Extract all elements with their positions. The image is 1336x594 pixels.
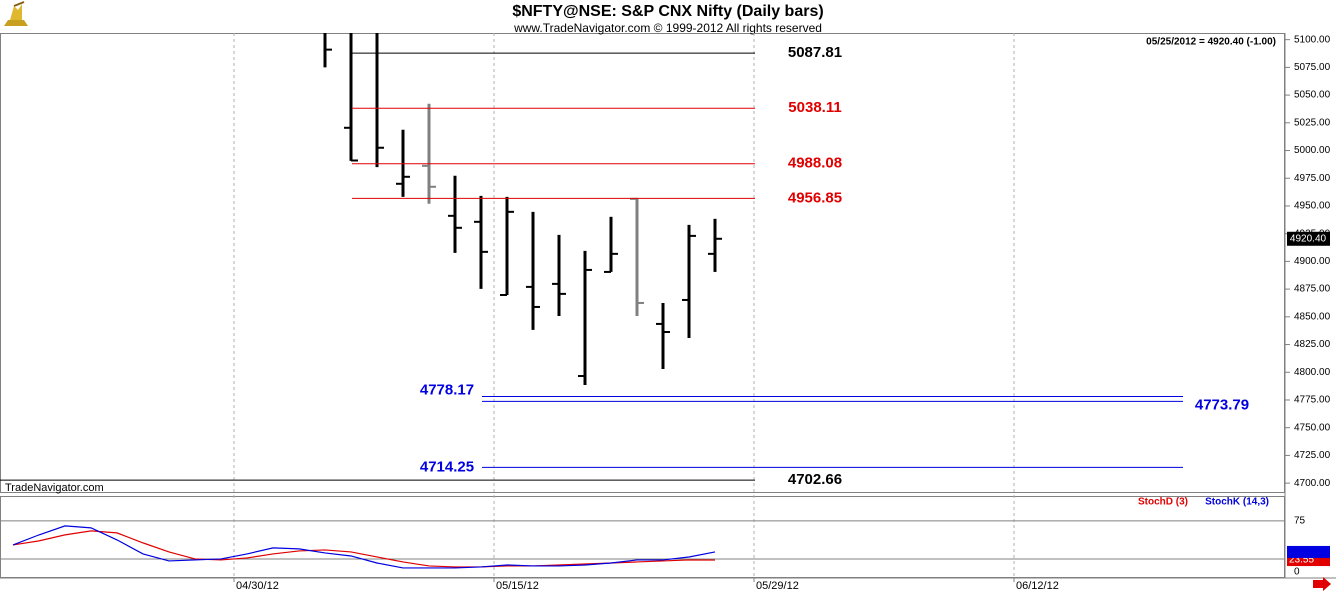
value-box xyxy=(1287,545,1330,558)
y-tick-label: 75 xyxy=(1294,515,1306,526)
x-tick-label: 05/15/12 xyxy=(496,580,539,592)
scroll-arrow[interactable] xyxy=(1313,577,1331,591)
price-marker xyxy=(1287,231,1330,246)
level-label: 4702.66 xyxy=(788,471,842,488)
y-tick-label: 5075.00 xyxy=(1294,62,1331,73)
level-label: 4778.17 xyxy=(420,381,474,398)
x-tick-label: 06/12/12 xyxy=(1016,580,1059,592)
y-tick-label: 4975.00 xyxy=(1294,173,1331,184)
annotation: 05/25/2012 = 4920.40 (-1.00) xyxy=(1146,37,1276,48)
y-tick-label: 4950.00 xyxy=(1294,201,1331,212)
y-tick-label: 4775.00 xyxy=(1294,395,1331,406)
y-tick-label: 0 xyxy=(1294,567,1300,578)
indicator-line xyxy=(12,530,716,568)
y-tick-label: 5100.00 xyxy=(1294,34,1331,45)
level-label: 4988.08 xyxy=(788,155,842,172)
chart-subtitle: www.TradeNavigator.com © 1999-2012 All r… xyxy=(513,21,822,35)
y-tick-label: 5025.00 xyxy=(1294,117,1331,128)
chart-title: $NFTY@NSE: S&P CNX Nifty (Daily bars) xyxy=(512,3,823,20)
y-tick-label: 4900.00 xyxy=(1294,256,1331,267)
logo xyxy=(4,1,28,26)
y-tick-label: 4875.00 xyxy=(1294,284,1331,295)
price-marker-label: 4920.40 xyxy=(1290,233,1327,244)
indicator-line xyxy=(12,525,716,569)
level-label: 4773.79 xyxy=(1195,396,1249,413)
watermark: TradeNavigator.com xyxy=(5,482,104,494)
legend-entry: StochK (14,3) xyxy=(1205,497,1269,508)
level-label: 5087.81 xyxy=(788,44,842,61)
main-panel xyxy=(0,33,1285,493)
y-tick-label: 5050.00 xyxy=(1294,90,1331,101)
y-tick-label: 4750.00 xyxy=(1294,422,1331,433)
level-label: 4714.25 xyxy=(420,458,474,475)
indicator-panel xyxy=(0,496,1285,578)
x-tick-label: 05/29/12 xyxy=(756,580,799,592)
y-tick-label: 4725.00 xyxy=(1294,450,1331,461)
y-tick-label: 4700.00 xyxy=(1294,478,1331,489)
y-tick-label: 5000.00 xyxy=(1294,145,1331,156)
y-tick-label: 4800.00 xyxy=(1294,367,1331,378)
legend-entry: StochD (3) xyxy=(1138,497,1188,508)
level-label: 5038.11 xyxy=(788,99,841,116)
value-box-label: 23.55 xyxy=(1289,555,1314,566)
y-tick-label: 4850.00 xyxy=(1294,311,1331,322)
level-label: 4956.85 xyxy=(788,189,842,206)
x-tick-label: 04/30/12 xyxy=(236,580,279,592)
y-tick-label: 4825.00 xyxy=(1294,339,1331,350)
price-plot xyxy=(323,33,722,386)
